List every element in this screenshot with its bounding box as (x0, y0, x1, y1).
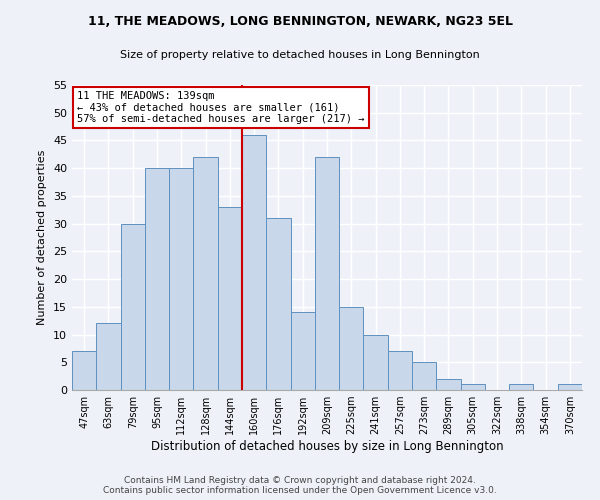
Bar (509, 384, 533, 390)
Bar (315, 157, 339, 390)
Text: Contains HM Land Registry data © Crown copyright and database right 2024.
Contai: Contains HM Land Registry data © Crown c… (103, 476, 497, 495)
Bar (218, 207, 242, 390)
Bar (388, 351, 412, 390)
Bar (412, 362, 436, 390)
Text: Size of property relative to detached houses in Long Bennington: Size of property relative to detached ho… (120, 50, 480, 60)
Bar (96, 324, 121, 390)
Bar (266, 218, 290, 390)
Bar (121, 224, 145, 390)
Bar (339, 307, 364, 390)
Bar (169, 168, 193, 390)
Bar (193, 157, 218, 390)
X-axis label: Distribution of detached houses by size in Long Bennington: Distribution of detached houses by size … (151, 440, 503, 453)
Bar (461, 384, 485, 390)
Y-axis label: Number of detached properties: Number of detached properties (37, 150, 47, 325)
Bar (436, 379, 461, 390)
Bar (558, 384, 582, 390)
Text: 11 THE MEADOWS: 139sqm
← 43% of detached houses are smaller (161)
57% of semi-de: 11 THE MEADOWS: 139sqm ← 43% of detached… (77, 91, 365, 124)
Bar (364, 334, 388, 390)
Text: 11, THE MEADOWS, LONG BENNINGTON, NEWARK, NG23 5EL: 11, THE MEADOWS, LONG BENNINGTON, NEWARK… (88, 15, 512, 28)
Bar (290, 312, 315, 390)
Bar (72, 351, 96, 390)
Bar (242, 135, 266, 390)
Bar (145, 168, 169, 390)
